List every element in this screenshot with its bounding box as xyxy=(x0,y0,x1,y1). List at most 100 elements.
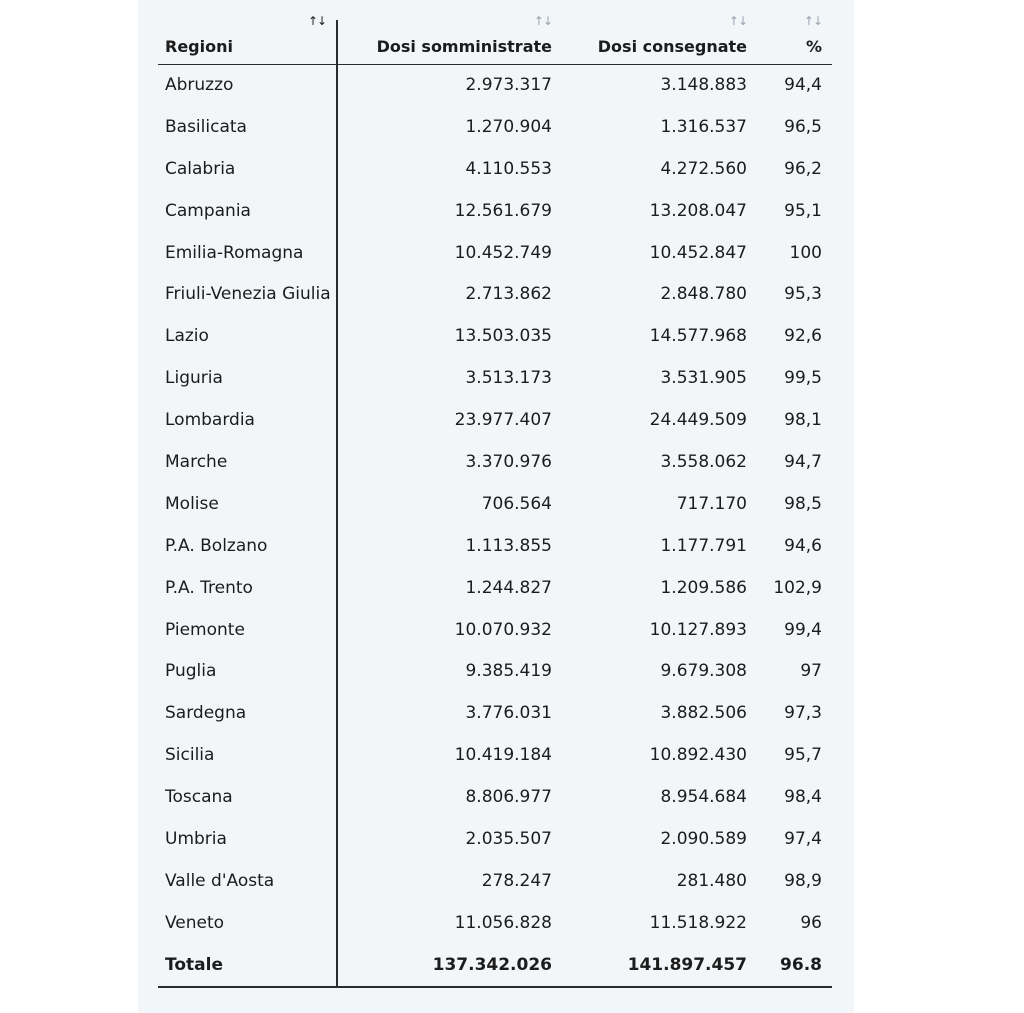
cell-administered: 4.110.553 xyxy=(465,158,552,179)
cell-delivered: 13.208.047 xyxy=(649,200,747,221)
header-regioni[interactable]: Regioni xyxy=(165,37,233,56)
cell-region: Lazio xyxy=(165,326,209,347)
cell-percent: 96.8 xyxy=(780,954,822,975)
table-row: Liguria 3.513.173 3.531.905 99,5 xyxy=(158,357,832,399)
table-body: Abruzzo 2.973.317 3.148.883 94,4 Basilicata 1… xyxy=(158,64,832,986)
cell-delivered: 8.954.684 xyxy=(660,787,747,808)
cell-delivered: 10.452.847 xyxy=(649,242,747,263)
header-dosi-somministrate[interactable]: Dosi somministrate xyxy=(376,37,552,56)
cell-delivered: 24.449.509 xyxy=(649,410,747,431)
cell-delivered: 2.090.589 xyxy=(660,828,747,849)
cell-administered: 3.776.031 xyxy=(465,703,552,724)
cell-percent: 96 xyxy=(800,912,822,933)
cell-region: Sicilia xyxy=(165,745,215,766)
cell-delivered: 3.558.062 xyxy=(660,451,747,472)
table-panel: ↑↓ ↑↓ ↑↓ ↑↓ Regioni Dosi somministrate D… xyxy=(138,0,854,1013)
cell-administered: 11.056.828 xyxy=(454,912,552,933)
table-row: Piemonte 10.070.932 10.127.893 99,4 xyxy=(158,609,832,651)
table-row: Basilicata 1.270.904 1.316.537 96,5 xyxy=(158,106,832,148)
cell-delivered: 10.892.430 xyxy=(649,745,747,766)
header-percent[interactable]: % xyxy=(805,37,822,56)
vaccine-doses-table: ↑↓ ↑↓ ↑↓ ↑↓ Regioni Dosi somministrate D… xyxy=(158,0,832,988)
table-row: Calabria 4.110.553 4.272.560 96,2 xyxy=(158,148,832,190)
cell-delivered: 3.148.883 xyxy=(660,74,747,95)
cell-administered: 2.973.317 xyxy=(465,74,552,95)
cell-region: Valle d'Aosta xyxy=(165,870,275,891)
table-row: Campania 12.561.679 13.208.047 95,1 xyxy=(158,190,832,232)
cell-region: Emilia-Romagna xyxy=(165,242,304,263)
cell-administered: 2.035.507 xyxy=(465,828,552,849)
column-divider xyxy=(336,20,338,986)
cell-percent: 95,1 xyxy=(784,200,822,221)
cell-delivered: 14.577.968 xyxy=(649,326,747,347)
table-bottom-rule xyxy=(158,986,832,988)
cell-region: Basilicata xyxy=(165,116,247,137)
table-row: Sardegna 3.776.031 3.882.506 97,3 xyxy=(158,692,832,734)
table-row: Toscana 8.806.977 8.954.684 98,4 xyxy=(158,776,832,818)
cell-administered: 1.270.904 xyxy=(465,116,552,137)
cell-delivered: 4.272.560 xyxy=(660,158,747,179)
table-row: Molise 706.564 717.170 98,5 xyxy=(158,483,832,525)
table-header: ↑↓ ↑↓ ↑↓ ↑↓ Regioni Dosi somministrate D… xyxy=(158,0,832,65)
table-row: Lazio 13.503.035 14.577.968 92,6 xyxy=(158,315,832,357)
sort-icon[interactable]: ↑↓ xyxy=(308,14,327,28)
cell-percent: 94,7 xyxy=(784,451,822,472)
cell-region: Umbria xyxy=(165,828,227,849)
table-row: Abruzzo 2.973.317 3.148.883 94,4 xyxy=(158,64,832,106)
cell-region: Abruzzo xyxy=(165,74,234,95)
table-row: Valle d'Aosta 278.247 281.480 98,9 xyxy=(158,860,832,902)
cell-percent: 95,7 xyxy=(784,745,822,766)
cell-administered: 23.977.407 xyxy=(454,410,552,431)
cell-percent: 102,9 xyxy=(773,577,822,598)
cell-region: Friuli-Venezia Giulia xyxy=(165,284,331,305)
table-row: P.A. Trento 1.244.827 1.209.586 102,9 xyxy=(158,567,832,609)
cell-percent: 94,6 xyxy=(784,535,822,556)
cell-delivered: 141.897.457 xyxy=(627,954,747,975)
cell-administered: 12.561.679 xyxy=(454,200,552,221)
cell-administered: 2.713.862 xyxy=(465,284,552,305)
table-row: Veneto 11.056.828 11.518.922 96 xyxy=(158,902,832,944)
cell-delivered: 1.316.537 xyxy=(660,116,747,137)
cell-delivered: 1.209.586 xyxy=(660,577,747,598)
cell-delivered: 281.480 xyxy=(676,870,747,891)
cell-administered: 137.342.026 xyxy=(432,954,552,975)
cell-percent: 97 xyxy=(800,661,822,682)
cell-delivered: 3.531.905 xyxy=(660,368,747,389)
cell-percent: 97,3 xyxy=(784,703,822,724)
cell-delivered: 11.518.922 xyxy=(649,912,747,933)
table-row: Marche 3.370.976 3.558.062 94,7 xyxy=(158,441,832,483)
cell-delivered: 10.127.893 xyxy=(649,619,747,640)
table-row: P.A. Bolzano 1.113.855 1.177.791 94,6 xyxy=(158,525,832,567)
cell-percent: 97,4 xyxy=(784,828,822,849)
table-row: Puglia 9.385.419 9.679.308 97 xyxy=(158,650,832,692)
cell-delivered: 9.679.308 xyxy=(660,661,747,682)
table-row: Lombardia 23.977.407 24.449.509 98,1 xyxy=(158,399,832,441)
cell-region: Calabria xyxy=(165,158,236,179)
sort-icon[interactable]: ↑↓ xyxy=(533,14,553,28)
table-row: Umbria 2.035.507 2.090.589 97,4 xyxy=(158,818,832,860)
table-total-row: Totale 137.342.026 141.897.457 96.8 xyxy=(158,944,832,986)
cell-region: Veneto xyxy=(165,912,225,933)
cell-region: Molise xyxy=(165,493,219,514)
sort-icon[interactable]: ↑↓ xyxy=(728,14,748,28)
cell-region: Campania xyxy=(165,200,251,221)
cell-administered: 8.806.977 xyxy=(465,787,552,808)
cell-percent: 96,2 xyxy=(784,158,822,179)
cell-delivered: 1.177.791 xyxy=(660,535,747,556)
cell-region: Lombardia xyxy=(165,410,255,431)
cell-percent: 98,1 xyxy=(784,410,822,431)
cell-region: Liguria xyxy=(165,368,223,389)
cell-percent: 98,9 xyxy=(784,870,822,891)
cell-percent: 98,5 xyxy=(784,493,822,514)
cell-region: Piemonte xyxy=(165,619,245,640)
cell-administered: 10.070.932 xyxy=(454,619,552,640)
cell-administered: 3.370.976 xyxy=(465,451,552,472)
cell-region: Toscana xyxy=(165,787,233,808)
cell-region: P.A. Bolzano xyxy=(165,535,268,556)
cell-administered: 9.385.419 xyxy=(465,661,552,682)
cell-administered: 278.247 xyxy=(481,870,552,891)
cell-percent: 92,6 xyxy=(784,326,822,347)
sort-icon[interactable]: ↑↓ xyxy=(803,14,823,28)
header-dosi-consegnate[interactable]: Dosi consegnate xyxy=(597,37,747,56)
cell-delivered: 2.848.780 xyxy=(660,284,747,305)
